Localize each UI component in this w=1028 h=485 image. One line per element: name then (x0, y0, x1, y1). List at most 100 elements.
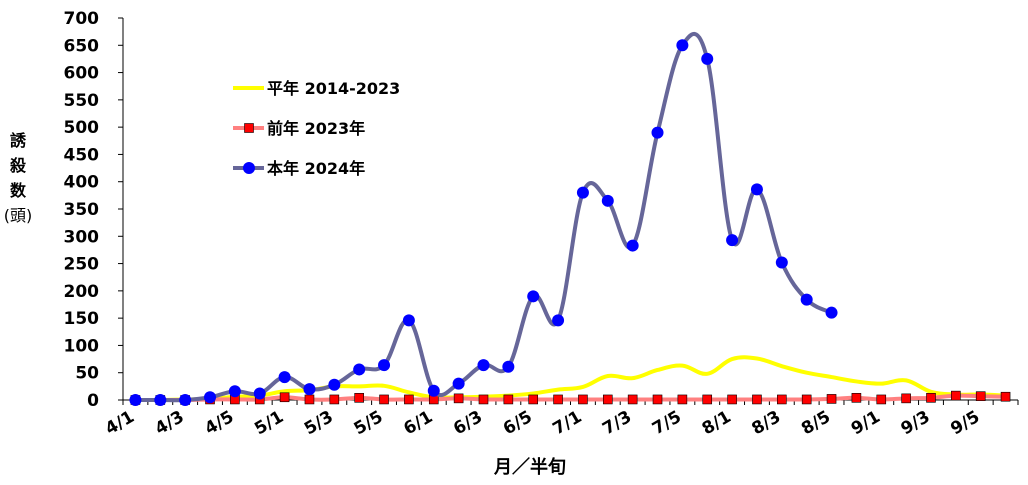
data-point (627, 394, 638, 405)
data-point (677, 394, 688, 405)
legend-marker (244, 123, 254, 133)
data-point (204, 391, 217, 404)
data-point (404, 394, 414, 405)
y-tick-label: 700 (64, 9, 100, 29)
y-axis-title: 誘 殺 数 (頭) (3, 128, 33, 228)
data-point (676, 39, 689, 52)
legend-marker (243, 162, 255, 174)
x-tick-label: 6/1 (400, 407, 436, 439)
x-tick-label: 8/3 (748, 407, 784, 439)
data-point (975, 391, 986, 401)
y-axis-unit: (頭) (3, 206, 33, 225)
x-tick-label: 9/1 (848, 407, 884, 439)
y-tick-label: 0 (87, 391, 99, 411)
y-tick-label: 100 (64, 336, 100, 356)
x-tick-label: 9/3 (898, 407, 934, 439)
x-tick-label: 5/5 (351, 407, 387, 439)
legend-label: 本年 2024年 (267, 159, 365, 178)
data-point (527, 290, 540, 303)
y-tick-label: 450 (64, 145, 100, 165)
data-point (228, 385, 241, 398)
x-tick-label: 5/3 (301, 407, 337, 439)
data-point (1000, 391, 1011, 402)
data-point (353, 363, 366, 376)
data-point (402, 314, 415, 327)
x-tick-label: 4/5 (202, 407, 238, 439)
series-current-year (129, 31, 838, 406)
data-point (752, 394, 762, 405)
x-axis-title: 月／半旬 (493, 456, 566, 478)
y-tick-label: 200 (64, 282, 100, 302)
data-point (876, 394, 887, 405)
data-point (800, 293, 813, 306)
data-point (502, 360, 515, 373)
y-tick-label: 550 (64, 91, 100, 111)
data-point (727, 394, 737, 405)
data-point (478, 394, 489, 405)
y-tick-label: 50 (75, 364, 99, 384)
series-normal-year (135, 355, 1006, 403)
data-point (477, 359, 490, 372)
axes: 0 50 100 150 200 250 300 350 400 450 500 550 600 650 7… (64, 9, 1019, 439)
data-point (801, 394, 812, 405)
x-tick-label: 9/5 (947, 407, 983, 439)
data-point (453, 393, 464, 404)
data-point (576, 186, 589, 199)
data-point (951, 390, 961, 401)
data-point (378, 359, 391, 372)
legend-label: 前年 2023年 (267, 119, 365, 138)
y-tick-label: 600 (64, 64, 100, 84)
data-point (253, 387, 266, 400)
data-point (775, 256, 788, 269)
legend-label: 平年 2014-2023 (267, 79, 400, 98)
data-point (278, 371, 291, 384)
data-point (750, 183, 763, 196)
data-point (702, 394, 713, 405)
data-point (452, 377, 465, 390)
x-tick-label: 6/3 (450, 407, 486, 439)
series-line-normal-year (135, 355, 1006, 403)
y-tick-label: 150 (64, 309, 100, 329)
data-point (602, 394, 613, 405)
data-point (528, 394, 539, 405)
data-point (726, 234, 739, 247)
y-axis-title-char: 誘 (9, 131, 26, 150)
data-point (578, 394, 588, 405)
x-tick-label: 7/3 (599, 407, 635, 439)
data-point (926, 393, 936, 403)
data-point (553, 394, 563, 405)
y-tick-label: 400 (64, 173, 100, 193)
data-point (179, 394, 192, 406)
x-tick-label: 8/5 (798, 407, 834, 439)
x-tick-label: 4/1 (102, 407, 138, 439)
data-point (379, 394, 389, 405)
series-layer (129, 31, 1011, 406)
legend-item-normal-year: 平年 2014-2023 (233, 79, 400, 98)
y-tick-label: 650 (64, 36, 100, 56)
x-tick-label: 7/1 (550, 407, 586, 439)
data-point (304, 394, 315, 405)
data-point (552, 314, 565, 327)
data-point (626, 239, 639, 252)
x-tick-label: 6/5 (500, 407, 536, 439)
y-tick-label: 350 (64, 200, 100, 220)
data-point (826, 394, 837, 404)
data-point (303, 383, 316, 396)
data-point (701, 52, 714, 65)
data-point (503, 394, 514, 405)
data-point (777, 394, 787, 405)
x-tick-label: 5/1 (251, 407, 287, 439)
y-axis-title-char: 殺 (9, 156, 26, 175)
data-point (825, 306, 838, 319)
data-point (851, 393, 862, 403)
y-tick-label: 250 (64, 255, 100, 275)
y-tick-label: 500 (64, 118, 100, 138)
y-tick-label: 300 (64, 227, 100, 247)
y-axis-title-char: 数 (9, 181, 26, 200)
data-point (601, 194, 614, 207)
x-tick-label: 4/3 (152, 407, 188, 439)
data-point (901, 393, 911, 404)
data-point (328, 378, 341, 391)
